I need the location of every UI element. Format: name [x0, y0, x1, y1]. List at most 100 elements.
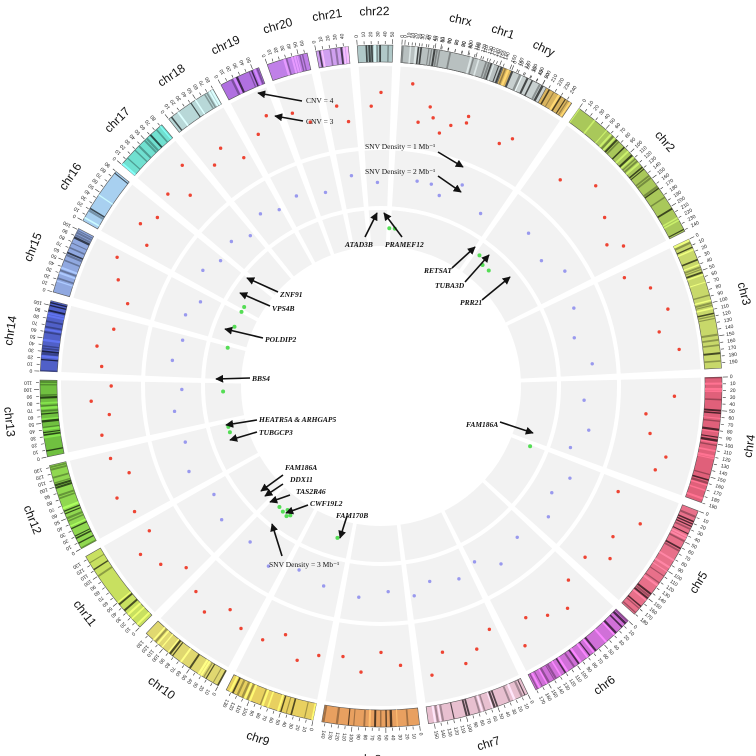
tick-label-chr10-5: 50 — [179, 673, 187, 681]
tick-label-chr2-20: 200 — [676, 195, 686, 205]
tick-label-chr9-7: 70 — [260, 714, 268, 721]
band-chr18-12 — [194, 99, 206, 115]
tick-chr6-6 — [599, 649, 602, 652]
track-bg-chr8-0 — [325, 622, 418, 706]
tick-label-chr2-8: 80 — [624, 131, 632, 139]
tick-chr17-3 — [132, 146, 135, 149]
tick-label-chrx-2: 20 — [413, 33, 420, 39]
band-chr15-4 — [56, 280, 73, 287]
tick-label-chr12-9: 90 — [43, 493, 50, 501]
tick-chr15-8 — [68, 239, 72, 242]
band-chr18-18 — [208, 91, 219, 107]
tick-label-chr1-12: 120 — [489, 46, 497, 56]
tick-chr10-11 — [155, 644, 158, 648]
tick-label-chr11-5: 50 — [105, 605, 113, 613]
cnv-point-69 — [180, 163, 184, 167]
tick-chr6-7 — [593, 653, 597, 657]
track-bg-chr21-1 — [335, 151, 364, 210]
cnv-point-12 — [657, 330, 661, 334]
band-chr2-46 — [650, 196, 666, 208]
tick-label-chr5-17: 170 — [643, 612, 653, 622]
tick-chr20-1 — [271, 58, 274, 62]
tick-label-chr6-0: 0 — [632, 624, 638, 630]
band-chr13-14 — [41, 416, 59, 421]
snv-point-19 — [428, 579, 432, 584]
track-bg-chr4-2 — [512, 381, 557, 447]
tick-label-chr17-7: 70 — [144, 118, 152, 126]
tick-chr16-0 — [77, 217, 83, 221]
tick-label-chr5-3: 30 — [696, 531, 704, 539]
snv-point-27 — [219, 517, 224, 522]
cnv-point-36 — [359, 670, 363, 674]
tick-chr6-12 — [566, 673, 569, 677]
tick-chr3-12 — [715, 314, 719, 316]
tick-label-chr22-5: 50 — [390, 31, 396, 37]
tick-label-chr1-23: 230 — [563, 81, 573, 91]
tick-label-chr4-17: 170 — [712, 490, 722, 498]
track-bg-chr6-2 — [444, 482, 509, 543]
band-chr9-32 — [229, 676, 239, 693]
tick-label-chr17-0: 0 — [112, 155, 118, 162]
band-chr5-27 — [649, 566, 665, 577]
band-chr13-2 — [46, 447, 64, 452]
band-chr3-10 — [683, 263, 700, 272]
tick-chr9-13 — [228, 692, 231, 696]
tick-chr7-13 — [447, 721, 449, 725]
band-chrx-6 — [415, 46, 420, 65]
tick-chr1-11 — [482, 56, 484, 60]
cnv-point-44 — [202, 610, 207, 614]
tick-chry-1 — [517, 69, 520, 73]
label-cnv4: CNV = 4 — [306, 96, 334, 105]
tick-chr5-16 — [644, 603, 647, 607]
tick-chr14-8 — [42, 317, 46, 319]
band-chr14-11 — [42, 338, 61, 344]
tick-label-chr1-17: 170 — [524, 60, 533, 70]
tick-chr2-4 — [600, 121, 604, 125]
tick-label-chr8-1: 10 — [410, 733, 417, 739]
cnv-point-82 — [416, 120, 420, 124]
band-chr21-10 — [342, 46, 347, 65]
tick-chr9-4 — [285, 714, 288, 718]
label-tuba3d: TUBA3D — [435, 281, 465, 290]
tick-chr3-8 — [708, 288, 713, 290]
tick-label-chr2-3: 30 — [598, 108, 606, 116]
snv-point-23 — [321, 584, 326, 588]
tick-chr13-1 — [42, 450, 46, 452]
cnv-point-54 — [100, 433, 104, 437]
tick-chr1-8 — [461, 50, 463, 54]
tick-chr11-0 — [135, 627, 140, 632]
band-chr22-5 — [370, 45, 374, 63]
tick-chr3-11 — [714, 308, 718, 310]
cnv-point-31 — [464, 661, 468, 666]
tick-chr12-10 — [49, 486, 55, 490]
tick-chr16-1 — [82, 212, 86, 215]
band-chr6-42 — [529, 673, 539, 690]
cnv-point-23 — [583, 555, 587, 559]
tick-chr17-2 — [127, 151, 131, 154]
band-chr2-22 — [611, 146, 625, 160]
band-chr6-7 — [602, 621, 615, 636]
band-chrx-33 — [482, 62, 491, 80]
tick-label-chr3-8: 80 — [715, 283, 722, 290]
tick-label-chr9-3: 30 — [287, 722, 294, 729]
band-chr4-2 — [704, 382, 722, 385]
tick-chr20-6 — [303, 49, 305, 53]
band-chr3-8 — [681, 258, 699, 267]
chromosome-label-chr16: chr16 — [56, 160, 85, 193]
tick-label-chr6-12: 120 — [567, 678, 577, 688]
tick-label-chr7-10: 100 — [465, 723, 473, 733]
band-chrx-12 — [431, 49, 436, 67]
snv-point-12 — [568, 476, 572, 480]
band-chr12-14 — [64, 507, 81, 515]
band-chr2-26 — [618, 154, 633, 168]
snv-point-29 — [187, 469, 191, 474]
band-chr14-8 — [41, 347, 60, 352]
band-chr9-3 — [303, 701, 309, 719]
cnv-point-78 — [346, 119, 351, 124]
band-chr17-9 — [138, 145, 152, 159]
band-chr5-31 — [643, 574, 659, 587]
tick-label-chr4-7: 70 — [727, 422, 733, 429]
gene-point-18 — [242, 305, 247, 309]
tick-label-chr6-15: 150 — [549, 689, 558, 699]
